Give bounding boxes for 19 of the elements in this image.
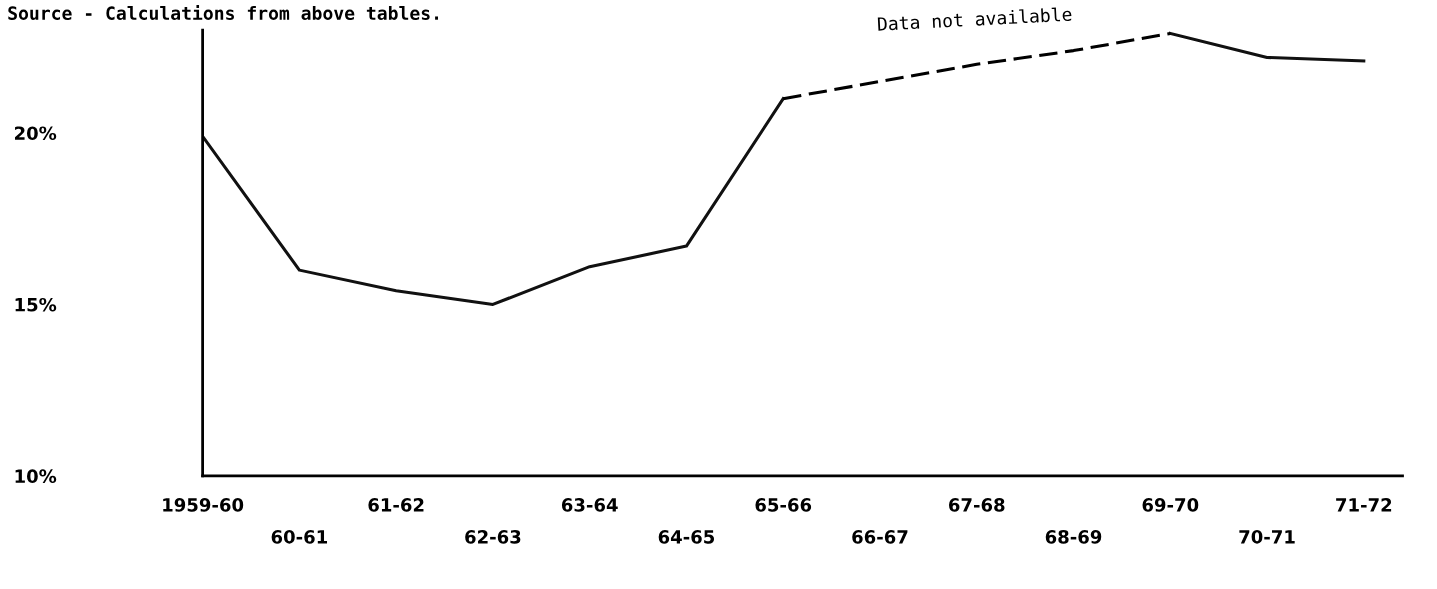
x-tick-label: 70-71 (1239, 529, 1295, 544)
x-tick-label: 69-70 (1142, 498, 1199, 512)
x-tick-label: 60-61 (271, 529, 328, 544)
y-tick-label: 10% (15, 469, 57, 484)
y-tick-label: 15% (15, 297, 57, 312)
line-series (781, 31, 1172, 101)
x-tick-label: 62-63 (465, 529, 521, 544)
x-tick-label: 65-66 (755, 498, 812, 512)
x-tick-label: 1959-60 (163, 498, 244, 512)
x-tick-label: 66-67 (852, 530, 908, 544)
x-tick-label: 63-64 (561, 498, 618, 512)
source-note: Source - Calculations from above tables. (8, 5, 439, 20)
x-tick-label: 64-65 (658, 530, 715, 544)
x-tick-label: 71-72 (1336, 498, 1392, 512)
x-tick-label: 67-68 (948, 498, 1005, 512)
x-tick-label: 61-62 (368, 498, 424, 512)
x-tick-label: 68-69 (1045, 529, 1102, 544)
annotation: Data not available (877, 6, 1072, 31)
y-tick-label: 20% (14, 126, 57, 141)
